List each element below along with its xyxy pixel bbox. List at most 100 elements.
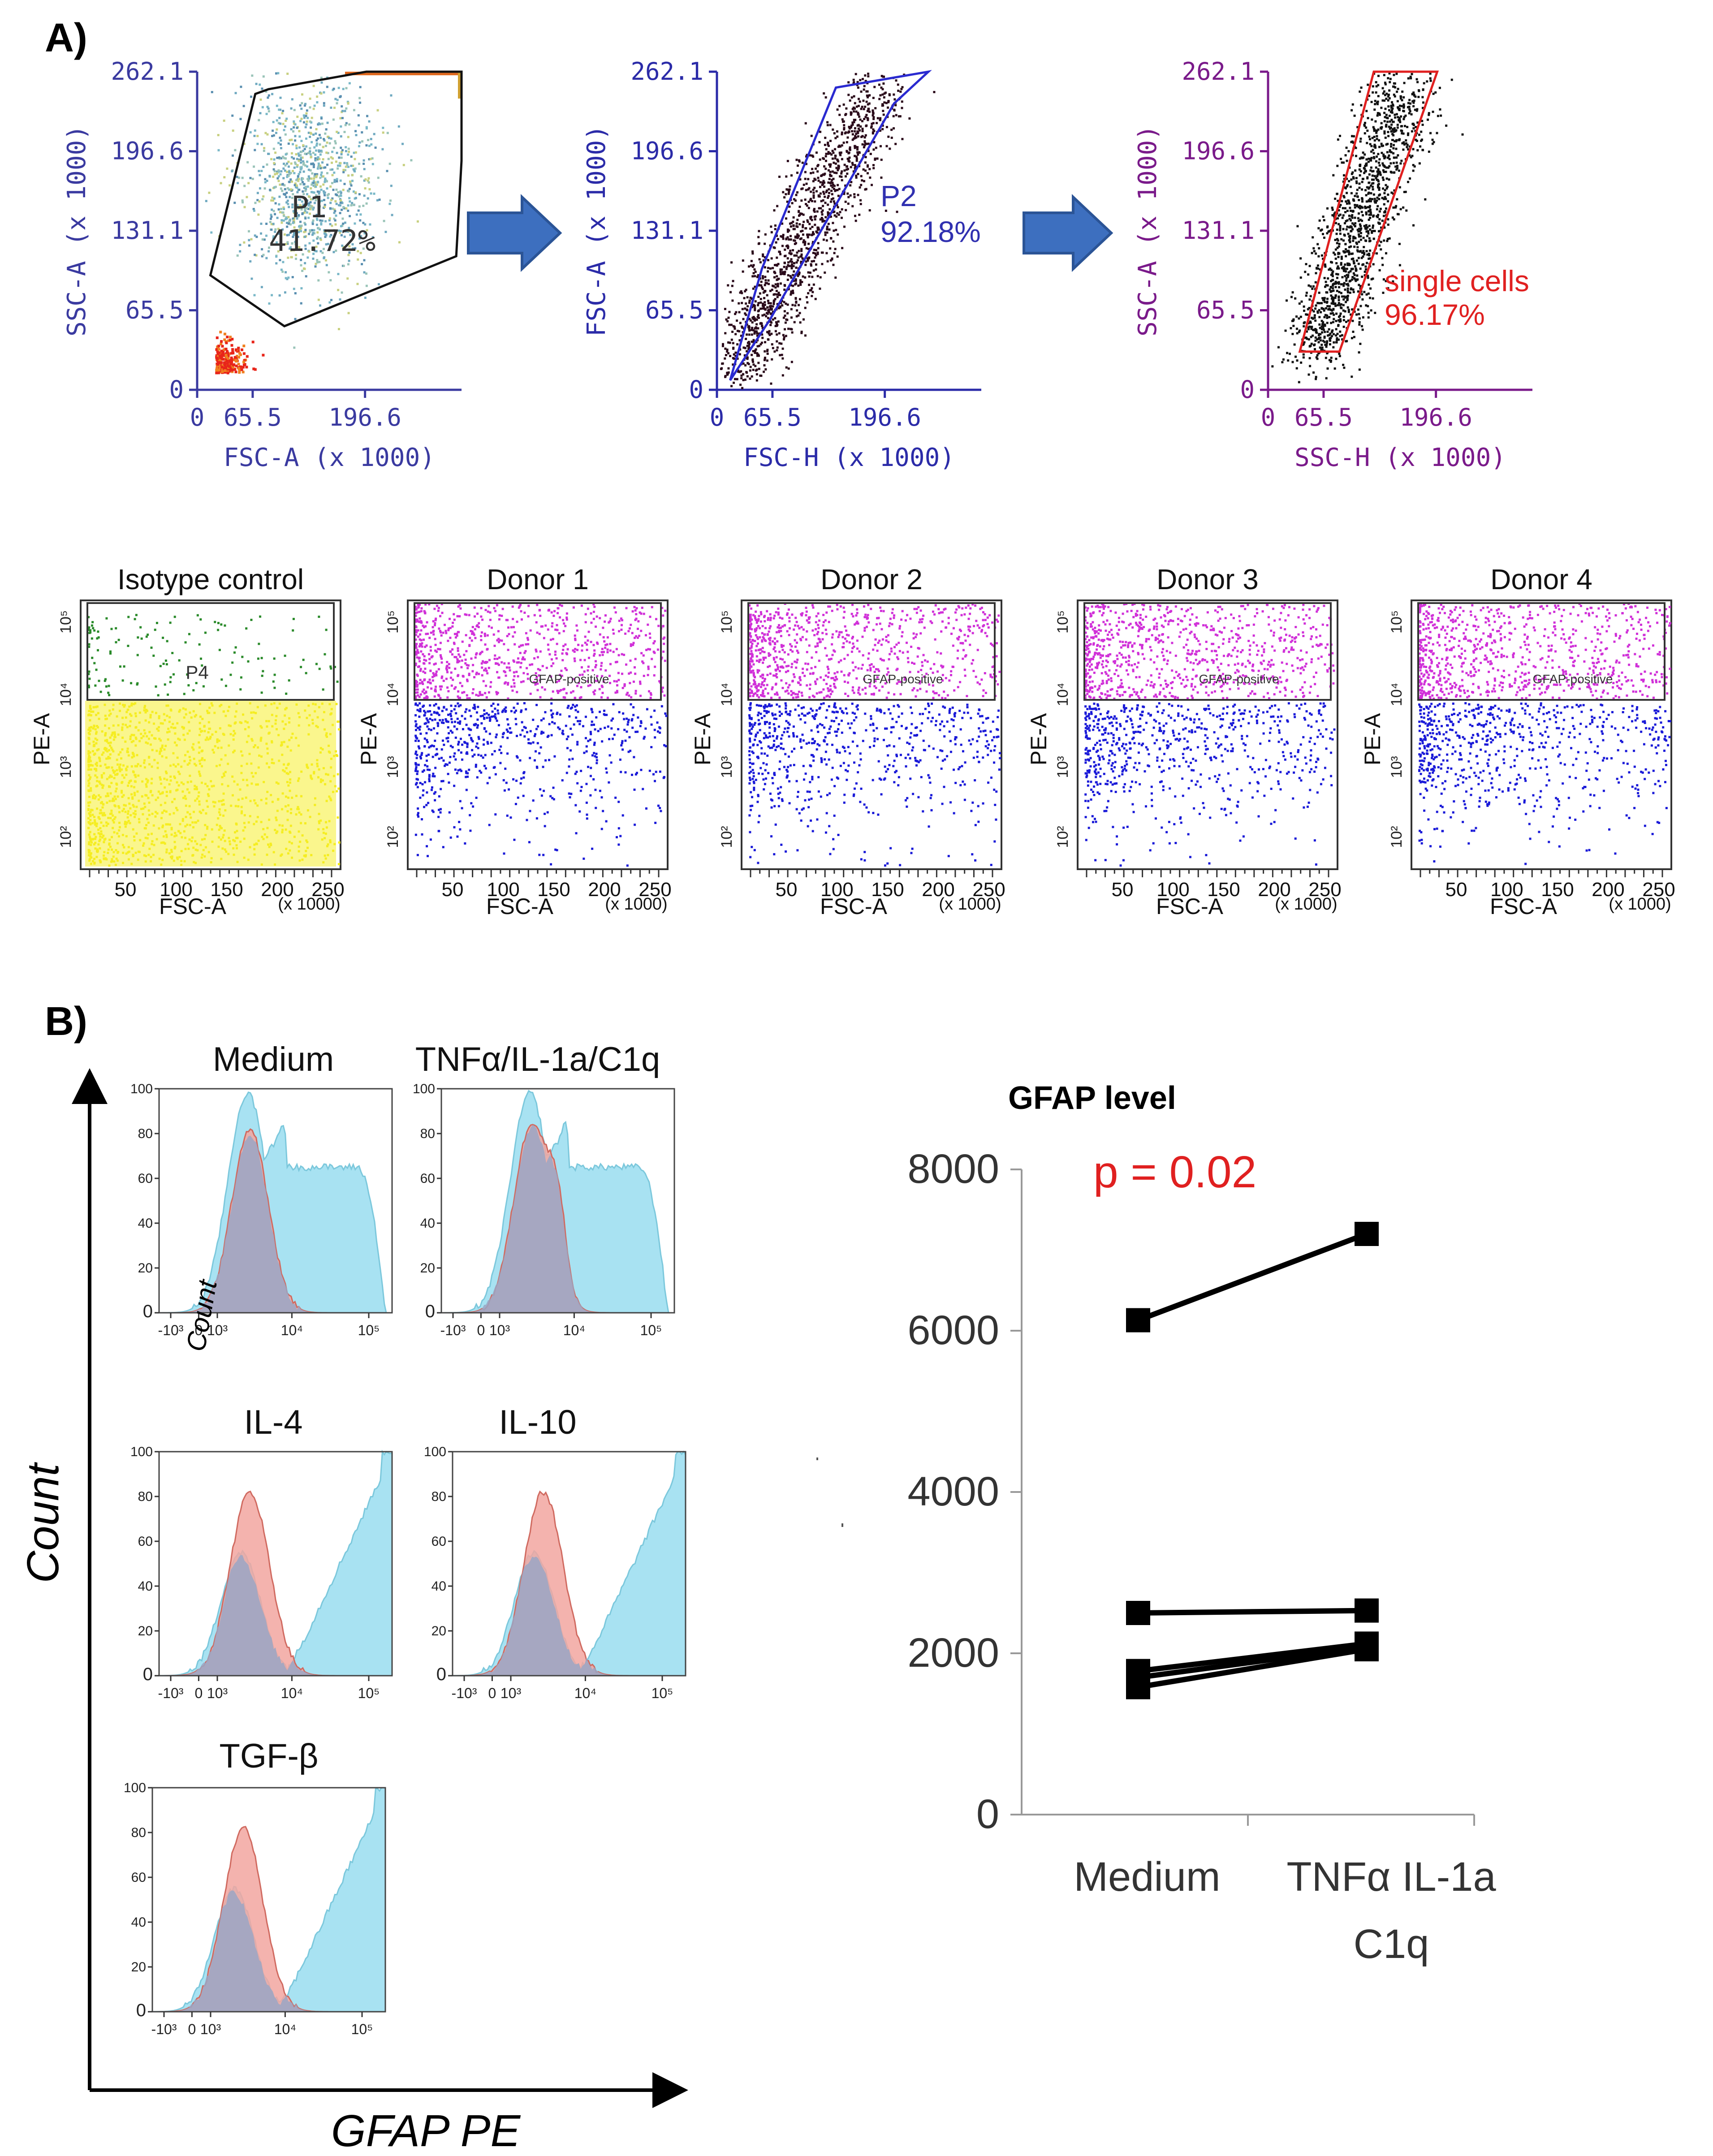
scatter-dot <box>231 154 234 157</box>
scatter-dot <box>809 289 811 292</box>
scatter-dot <box>812 231 815 233</box>
scatter-dot <box>1347 319 1350 322</box>
scatter-dot <box>152 654 155 657</box>
scatter-dot <box>1408 105 1411 108</box>
scatter-dot <box>758 284 760 286</box>
scatter-dot <box>857 124 860 126</box>
scatter-dot <box>846 165 848 168</box>
scatter-dot <box>859 199 862 202</box>
scatter-dot <box>1394 95 1396 98</box>
scatter-dot <box>351 180 354 182</box>
scatter-dot <box>293 346 296 349</box>
scatter-dot <box>827 211 829 214</box>
scatter-dot <box>1358 351 1360 354</box>
scatter-dot <box>1311 288 1314 290</box>
scatter-dot <box>1408 108 1411 111</box>
scatter-dot <box>761 324 764 327</box>
scatter-dot <box>1363 271 1366 273</box>
scatter-dot <box>1383 132 1386 135</box>
scatter-dot <box>382 131 384 134</box>
scatter-dot <box>1375 166 1377 169</box>
scatter-dot <box>1371 230 1373 233</box>
scatter-dot <box>218 649 221 651</box>
scatter-dot <box>218 351 221 354</box>
scatter-dot <box>892 115 895 117</box>
scatter-dot <box>281 270 284 273</box>
scatter-dot <box>829 165 832 168</box>
scatter-dot <box>277 228 280 230</box>
scatter-dot <box>812 269 815 272</box>
scatter-dot <box>1335 319 1338 322</box>
scatter-dot <box>862 168 865 171</box>
scatter-dot <box>178 659 181 662</box>
scatter-dot <box>1295 315 1298 318</box>
scatter-dot <box>1368 181 1371 184</box>
scatter-dot <box>775 321 777 323</box>
scatter-dot <box>853 193 856 196</box>
scatter-dot <box>1361 214 1364 216</box>
scatter-dot <box>798 273 800 276</box>
scatter-dot <box>774 298 777 301</box>
scatter-dot <box>772 318 774 321</box>
scatter-dot <box>342 168 345 171</box>
scatter-dot <box>836 130 838 133</box>
scatter-dot <box>1353 223 1355 226</box>
scatter-dot <box>1361 177 1364 180</box>
scatter-dot <box>1383 99 1386 102</box>
scatter-dot <box>341 244 344 247</box>
scatter-dot <box>1349 207 1351 209</box>
scatter-dot <box>1399 121 1402 123</box>
scatter-dot <box>291 203 294 206</box>
scatter-dot <box>1348 180 1351 182</box>
scatter-dot <box>1395 73 1398 75</box>
scatter-dot <box>1380 241 1382 243</box>
scatter-dot <box>821 251 824 254</box>
scatter-dot <box>897 90 900 92</box>
scatter-dot <box>847 152 850 155</box>
scatter-dot <box>1346 202 1348 205</box>
scatter-dot <box>1335 233 1338 235</box>
scatter-dot <box>1349 291 1351 294</box>
scatter-dot <box>1305 330 1308 333</box>
scatter-dot <box>866 96 869 99</box>
scatter-dot <box>140 637 143 640</box>
scatter-dot <box>256 192 259 194</box>
scatter-dot <box>1369 287 1372 290</box>
scatter-dot <box>311 198 314 201</box>
scatter-dot <box>863 140 866 142</box>
scatter-dot <box>764 266 766 269</box>
scatter-dot <box>829 152 832 155</box>
scatter-dot <box>781 347 784 350</box>
scatter-dot <box>1320 302 1323 305</box>
scatter-dot <box>793 270 795 273</box>
scatter-dot <box>1347 309 1350 311</box>
scatter-dot <box>847 203 850 205</box>
scatter-dot <box>724 357 726 360</box>
scatter-dot <box>857 194 859 196</box>
scatter-dot <box>872 164 875 167</box>
scatter-dot <box>1420 130 1423 133</box>
scatter-dot <box>336 99 339 101</box>
scatter-dot <box>1350 178 1353 181</box>
scatter-dot <box>312 253 315 255</box>
scatter-dot <box>860 108 863 110</box>
scatter-dot <box>219 361 222 364</box>
scatter-dot <box>751 252 754 255</box>
scatter-dot <box>230 356 233 359</box>
scatter-dot <box>320 173 323 176</box>
scatter-dot <box>1396 100 1399 103</box>
scatter-dot <box>1361 197 1363 199</box>
scatter-dot <box>1374 311 1376 314</box>
scatter-dot <box>307 216 310 219</box>
scatter-dot <box>751 361 754 363</box>
scatter-dot <box>734 333 737 336</box>
y-tick-label: 196.6 <box>1182 137 1255 165</box>
scatter-dot <box>1368 237 1371 240</box>
scatter-dot <box>1385 92 1388 95</box>
scatter-dot <box>1341 200 1343 203</box>
scatter-dot <box>277 180 280 182</box>
scatter-dot <box>260 170 263 172</box>
scatter-dot <box>1376 199 1378 202</box>
scatter-dot <box>759 298 762 300</box>
